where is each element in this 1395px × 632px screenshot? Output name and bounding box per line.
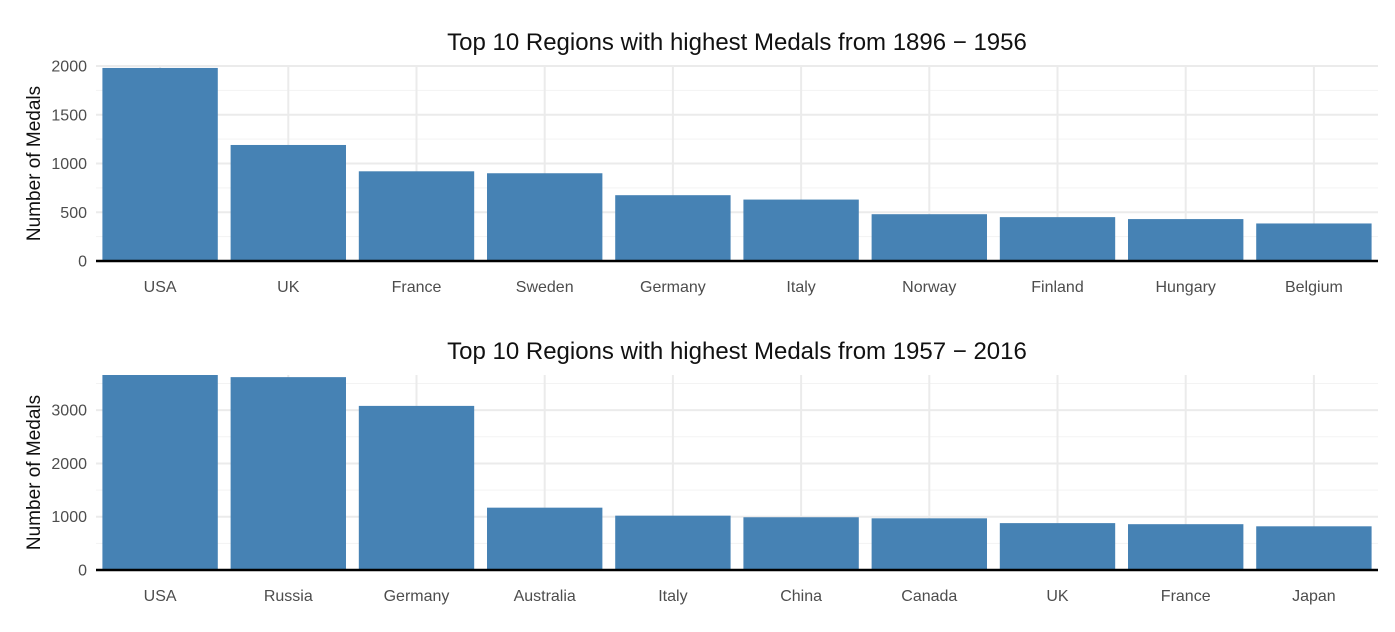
bar-france bbox=[358, 171, 475, 261]
y-tick-label: 1000 bbox=[51, 509, 87, 526]
x-tick-label: France bbox=[392, 279, 442, 296]
x-tick-label: Italy bbox=[786, 279, 815, 296]
x-tick-label: Finland bbox=[1031, 279, 1083, 296]
bar-uk bbox=[230, 144, 346, 261]
x-tick-label: Australia bbox=[514, 588, 576, 605]
y-tick-label: 0 bbox=[78, 254, 87, 271]
bar-belgium bbox=[1256, 223, 1372, 261]
x-tick-label: France bbox=[1161, 588, 1211, 605]
bar-russia bbox=[230, 377, 346, 570]
x-axis-ticks: USA Russia Germany Australia Italy China Canad… bbox=[144, 588, 1336, 605]
x-tick-label: Russia bbox=[264, 588, 313, 605]
y-tick-label: 2000 bbox=[51, 456, 87, 473]
x-tick-label: Belgium bbox=[1285, 279, 1343, 296]
bar-canada bbox=[871, 518, 987, 570]
bar-france bbox=[1128, 524, 1244, 570]
chart-title: Top 10 Regions with highest Medals from … bbox=[447, 338, 1027, 365]
y-tick-label: 3000 bbox=[51, 403, 87, 420]
y-tick-label: 2000 bbox=[51, 59, 87, 76]
x-tick-label: Japan bbox=[1292, 588, 1336, 605]
x-tick-label: Norway bbox=[902, 279, 956, 296]
chart-panel-1957-2016: 0 1000 2000 3000 USA Russia Germany Australia I… bbox=[24, 338, 1378, 605]
chart-title: Top 10 Regions with highest Medals from … bbox=[447, 29, 1027, 56]
bar-germany bbox=[615, 195, 731, 261]
bar-series bbox=[102, 67, 1372, 261]
bar-finland bbox=[999, 217, 1116, 261]
bar-italy bbox=[743, 199, 859, 261]
x-axis-ticks: USA UK France Sweden Germany Italy Norway Finla… bbox=[144, 279, 1343, 296]
bar-usa bbox=[102, 67, 218, 261]
bar-australia bbox=[487, 507, 603, 570]
x-tick-label: Sweden bbox=[516, 279, 574, 296]
x-tick-label: China bbox=[780, 588, 822, 605]
x-tick-label: USA bbox=[144, 588, 177, 605]
y-axis-label: Number of Medals bbox=[24, 395, 45, 550]
bar-series bbox=[102, 375, 1372, 570]
bar-norway bbox=[871, 214, 987, 261]
bar-japan bbox=[1256, 526, 1372, 570]
x-tick-label: Hungary bbox=[1155, 279, 1215, 296]
bar-hungary bbox=[1128, 219, 1244, 261]
y-tick-label: 500 bbox=[60, 205, 87, 222]
bar-uk bbox=[999, 523, 1116, 570]
bar-italy bbox=[615, 515, 731, 570]
x-tick-label: UK bbox=[277, 279, 300, 296]
x-tick-label: Canada bbox=[901, 588, 957, 605]
y-axis-ticks: 0 1000 2000 3000 bbox=[51, 403, 87, 580]
y-tick-label: 1000 bbox=[51, 156, 87, 173]
x-tick-label: USA bbox=[144, 279, 177, 296]
y-tick-label: 0 bbox=[78, 563, 87, 580]
bar-china bbox=[743, 517, 859, 570]
y-axis-ticks: 0 500 1000 1500 2000 bbox=[51, 59, 87, 271]
x-tick-label: UK bbox=[1046, 588, 1069, 605]
x-tick-label: Germany bbox=[640, 279, 706, 296]
chart-panel-1896-1956: 0 500 1000 1500 2000 USA UK France Sweden German… bbox=[24, 29, 1378, 296]
x-tick-label: Italy bbox=[658, 588, 687, 605]
bar-usa bbox=[102, 375, 218, 570]
x-tick-label: Germany bbox=[384, 588, 450, 605]
bar-germany bbox=[358, 405, 475, 570]
y-tick-label: 1500 bbox=[51, 107, 87, 124]
y-axis-label: Number of Medals bbox=[24, 86, 45, 241]
bar-sweden bbox=[487, 173, 603, 261]
